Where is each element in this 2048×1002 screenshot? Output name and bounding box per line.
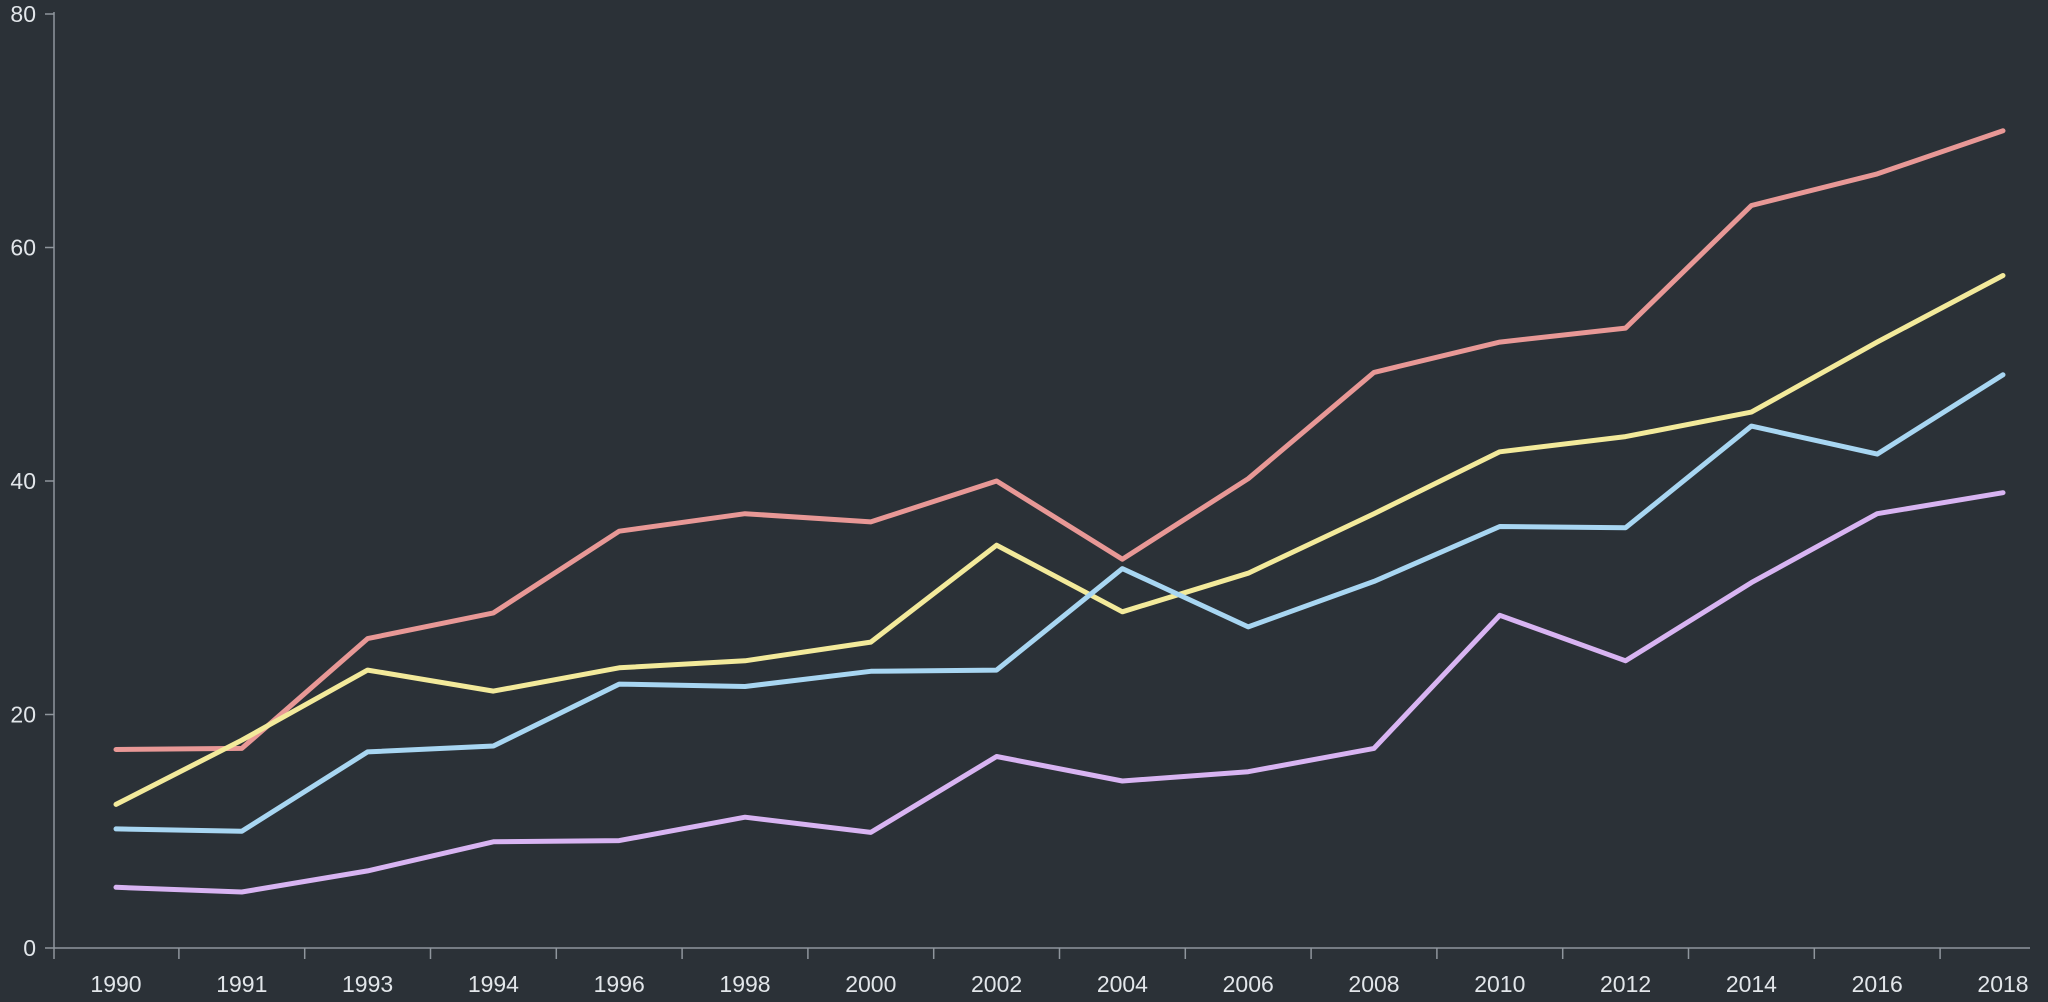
series-layer xyxy=(113,128,2006,895)
y-tick-label: 60 xyxy=(10,235,36,261)
x-tick-label: 2018 xyxy=(1977,971,2028,997)
x-tick-label: 1996 xyxy=(594,971,645,997)
x-tick-label: 2006 xyxy=(1223,971,1274,997)
x-tick-label: 2000 xyxy=(845,971,896,997)
x-tick-label: 1991 xyxy=(216,971,267,997)
x-tick-label: 2008 xyxy=(1348,971,1399,997)
y-tick-label: 40 xyxy=(10,468,36,494)
x-tick-label: 2004 xyxy=(1097,971,1148,997)
series-line-2 xyxy=(113,273,2006,807)
series-line-4 xyxy=(113,490,2006,895)
series-line-3 xyxy=(113,372,2006,834)
x-tick-label: 1993 xyxy=(342,971,393,997)
y-tick-label: 80 xyxy=(10,1,36,27)
axes: 0 20 40 60 80 1990 1991 1993 1994 1996 1998 2000 200… xyxy=(10,1,2030,997)
x-tick-label: 2002 xyxy=(971,971,1022,997)
x-tick-label: 2012 xyxy=(1600,971,1651,997)
x-tick-label: 2014 xyxy=(1726,971,1777,997)
x-tick-label: 1994 xyxy=(468,971,519,997)
x-tick-label: 1998 xyxy=(719,971,770,997)
y-tick-label: 20 xyxy=(10,702,36,728)
y-tick-label: 0 xyxy=(23,935,36,961)
x-tick-label: 1990 xyxy=(90,971,141,997)
x-tick-label: 2010 xyxy=(1474,971,1525,997)
series-line-1 xyxy=(113,128,2006,752)
x-tick-label: 2016 xyxy=(1852,971,1903,997)
